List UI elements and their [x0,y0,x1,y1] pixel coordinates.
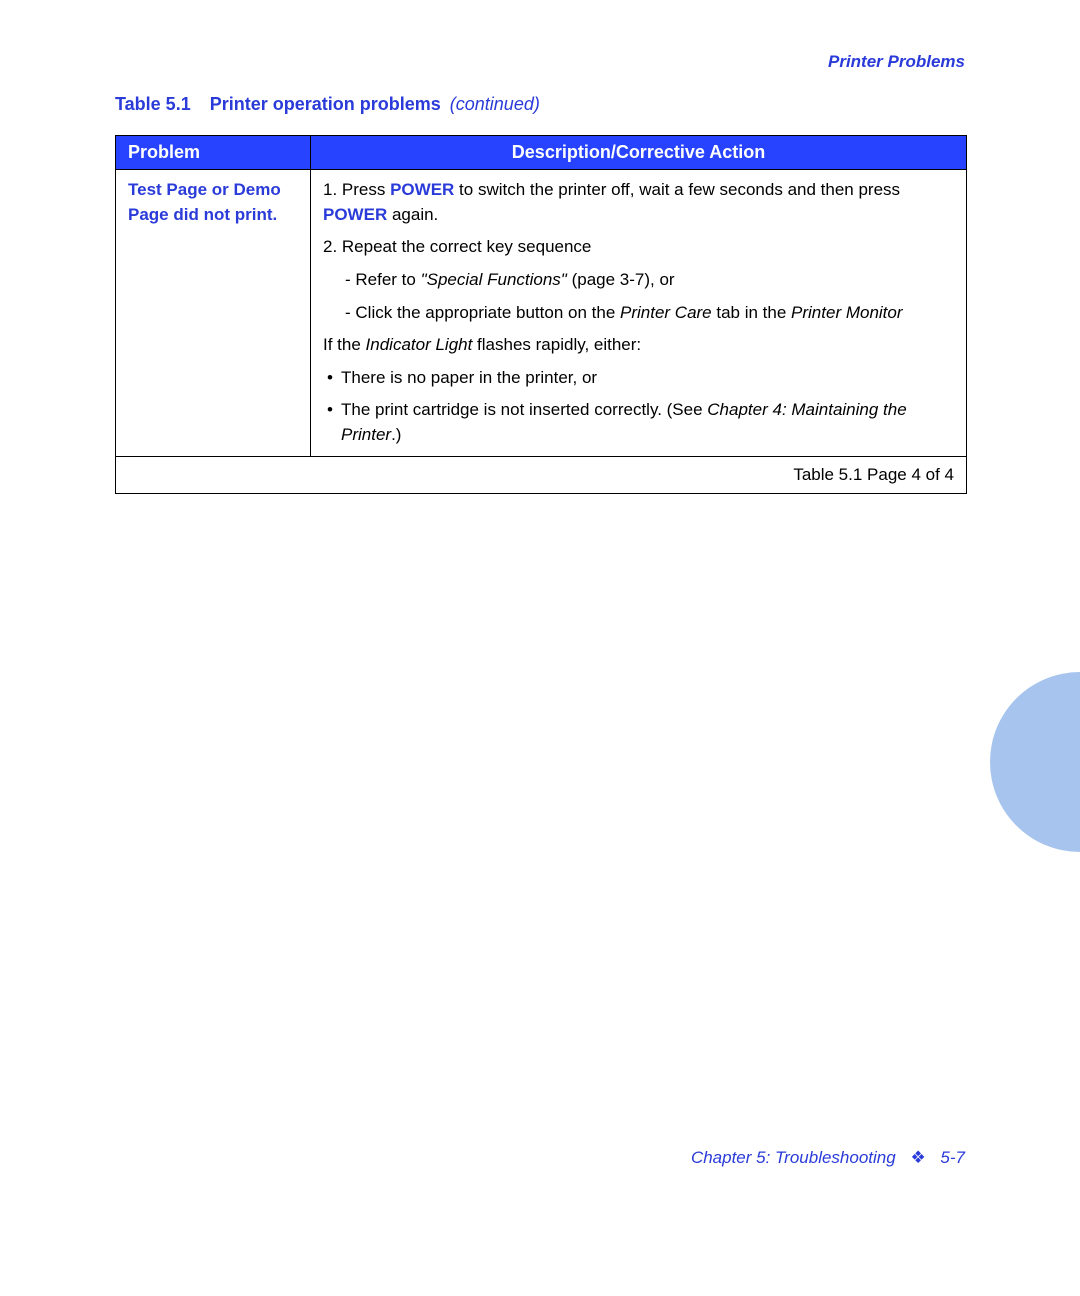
action-step-2: 2. Repeat the correct key sequence [323,235,954,260]
column-header-problem: Problem [116,136,311,170]
table-number: Table 5.1 [115,94,191,114]
power-keyword: POWER [323,205,387,224]
action-bullet-2: The print cartridge is not inserted corr… [323,398,954,447]
action-step-2a: - Refer to "Special Functions" (page 3-7… [323,268,954,293]
problem-text-line2: Page did not print. [128,205,277,224]
troubleshooting-table: Problem Description/Corrective Action Te… [115,135,967,494]
table-name: Printer operation problems [210,94,441,114]
diamond-icon: ❖ [910,1148,925,1167]
table-caption: Table 5.1 Printer operation problems (co… [115,94,540,115]
problem-text-line1: Test Page or Demo [128,180,281,199]
action-bullet-1: There is no paper in the printer, or [323,366,954,391]
thumb-tab-decoration [990,672,1080,852]
action-note: If the Indicator Light flashes rapidly, … [323,333,954,358]
power-keyword: POWER [390,180,454,199]
footer-chapter: Chapter 5: Troubleshooting [691,1148,896,1167]
problem-cell: Test Page or Demo Page did not print. [116,170,311,457]
table-header-row: Problem Description/Corrective Action [116,136,967,170]
table-row: Test Page or Demo Page did not print. 1.… [116,170,967,457]
section-header: Printer Problems [828,52,965,72]
action-cell: 1. Press POWER to switch the printer off… [311,170,967,457]
action-step-2b: - Click the appropriate button on the Pr… [323,301,954,326]
page-footer: Chapter 5: Troubleshooting ❖ 5-7 [691,1148,965,1168]
action-step-1: 1. Press POWER to switch the printer off… [323,178,954,227]
footer-page-number: 5-7 [940,1148,965,1167]
column-header-action: Description/Corrective Action [311,136,967,170]
table-continued: (continued) [450,94,540,114]
document-page: Printer Problems Table 5.1 Printer opera… [0,0,1080,1296]
table-page-indicator: Table 5.1 Page 4 of 4 [116,456,967,494]
table-footer-row: Table 5.1 Page 4 of 4 [116,456,967,494]
